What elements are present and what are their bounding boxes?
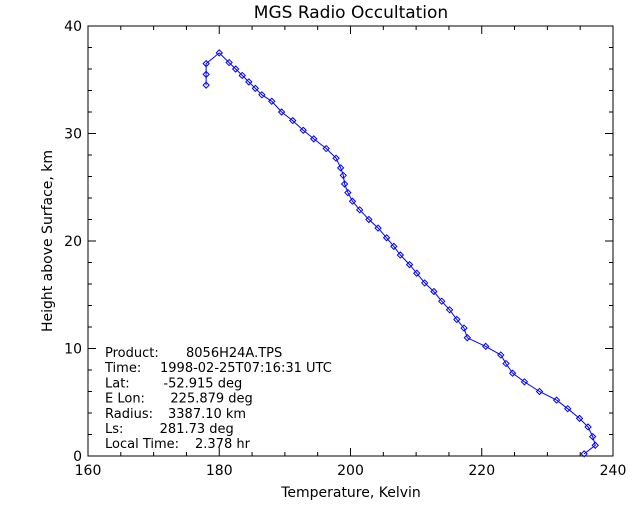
series-markers xyxy=(202,49,599,458)
data-point xyxy=(481,342,490,351)
data-point xyxy=(332,154,340,162)
y-tick-label: 20 xyxy=(64,234,82,250)
data-point xyxy=(508,369,517,377)
data-point xyxy=(535,387,544,396)
data-point xyxy=(420,279,429,287)
data-point xyxy=(460,324,468,332)
data-point xyxy=(231,65,240,73)
data-point xyxy=(245,78,253,86)
x-tick-label: 180 xyxy=(206,463,233,479)
data-point xyxy=(405,260,414,269)
data-point xyxy=(453,315,461,324)
data-point xyxy=(390,242,398,251)
info-label: Lat: xyxy=(105,376,130,391)
data-point xyxy=(396,251,405,259)
data-point xyxy=(502,359,510,368)
chart-title: MGS Radio Occultation xyxy=(254,3,448,23)
data-point xyxy=(382,234,391,242)
series-temperature-profile xyxy=(202,49,599,458)
data-point xyxy=(340,180,349,188)
data-point xyxy=(215,49,223,57)
data-point xyxy=(497,351,505,359)
data-point xyxy=(225,58,233,67)
data-point xyxy=(438,297,446,305)
data-point xyxy=(588,432,597,441)
info-label: Product: xyxy=(105,346,159,361)
info-label: E Lon: xyxy=(105,392,145,407)
info-block: Product: 8056H24A.TPS Time: 1998-02-25T07:1… xyxy=(104,346,332,452)
y-tick-label: 0 xyxy=(73,449,82,465)
info-value: 8056H24A.TPS xyxy=(186,346,282,361)
data-point xyxy=(202,81,210,89)
data-point xyxy=(258,91,266,99)
info-value: -52.915 deg xyxy=(151,376,242,391)
data-point xyxy=(445,306,454,314)
y-tick-label: 30 xyxy=(64,127,82,143)
data-point xyxy=(336,164,345,172)
info-value: 2.378 hr xyxy=(195,437,251,452)
data-point xyxy=(430,287,438,296)
x-tick-label: 200 xyxy=(337,463,364,479)
data-point xyxy=(591,441,599,449)
data-point xyxy=(202,59,210,68)
info-label: Local Time: xyxy=(105,437,179,452)
data-point xyxy=(299,126,307,134)
data-point xyxy=(552,396,561,404)
data-point xyxy=(365,215,373,224)
y-axis: 0 10 20 30 40 xyxy=(64,19,613,465)
data-point xyxy=(564,404,572,413)
data-point xyxy=(348,197,357,205)
data-point xyxy=(575,414,584,423)
data-point xyxy=(584,423,592,431)
data-point xyxy=(310,135,318,143)
x-tick-label: 240 xyxy=(600,463,627,479)
data-point xyxy=(238,71,246,80)
y-tick-label: 10 xyxy=(64,342,82,358)
y-axis-label: Height above Surface, km xyxy=(40,150,56,332)
data-point xyxy=(289,116,297,125)
data-point xyxy=(580,450,588,458)
data-point xyxy=(374,224,382,232)
data-point xyxy=(339,171,347,180)
data-point xyxy=(344,188,352,197)
x-axis: 160 180 200 220 240 xyxy=(75,26,627,479)
y-tick-label: 40 xyxy=(64,19,82,35)
data-point xyxy=(322,144,330,153)
data-point xyxy=(202,70,210,79)
info-label: Time: xyxy=(104,361,141,376)
x-axis-label: Temperature, Kelvin xyxy=(280,485,421,501)
data-point xyxy=(251,84,260,93)
info-value: 1998-02-25T07:16:31 UTC xyxy=(160,361,332,376)
data-point xyxy=(268,97,276,105)
data-point xyxy=(355,206,364,214)
x-tick-label: 160 xyxy=(75,463,102,479)
info-value: 3387.10 km xyxy=(168,407,246,422)
data-point xyxy=(520,378,529,386)
info-value: 225.879 deg xyxy=(158,392,253,407)
info-label: Ls: xyxy=(105,422,123,437)
data-point xyxy=(277,108,286,116)
info-label: Radius: xyxy=(105,407,153,422)
data-point xyxy=(413,269,421,277)
data-point xyxy=(463,334,472,342)
info-value: 281.73 deg xyxy=(139,422,234,437)
x-tick-label: 220 xyxy=(468,463,495,479)
